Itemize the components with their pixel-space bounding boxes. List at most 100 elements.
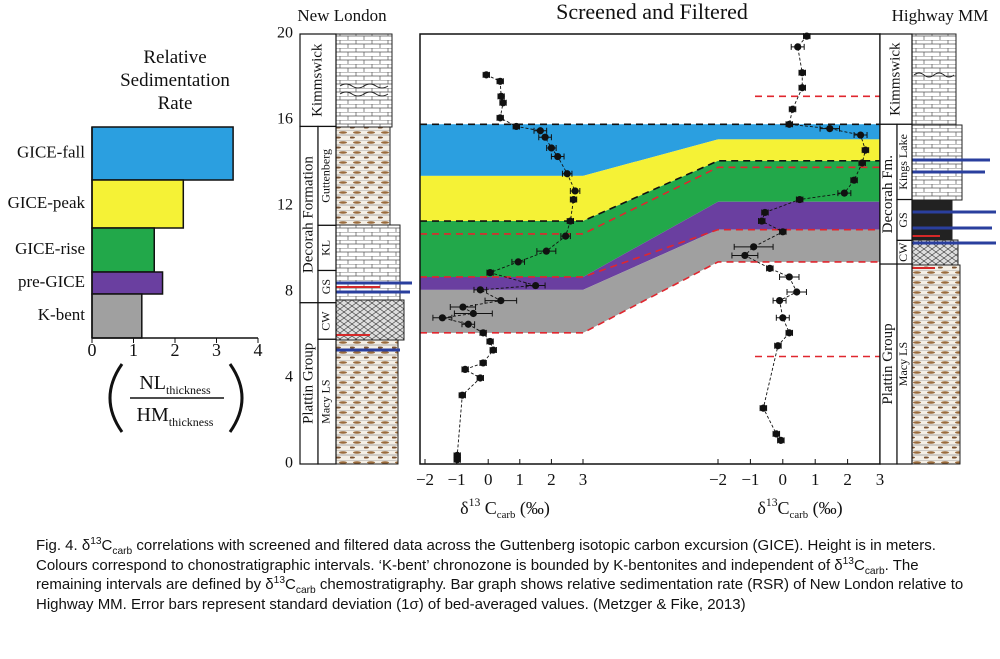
data-point xyxy=(785,329,793,337)
x-tick-label: 1 xyxy=(516,470,525,489)
figure: GICE-fall GICE-peak GICE-rise pre-GICE K-ben… xyxy=(8,0,996,521)
x-tick-label: 0 xyxy=(484,470,493,489)
caption-subscript: carb xyxy=(864,565,885,577)
y-tick-label: 4 xyxy=(285,369,293,386)
data-point xyxy=(856,131,865,139)
caption-text: C xyxy=(101,537,113,554)
member-box xyxy=(317,338,337,465)
unit-label: Decorah Fm. xyxy=(880,155,896,233)
data-point xyxy=(793,288,801,296)
data-line xyxy=(442,74,576,460)
data-point xyxy=(496,114,504,122)
text-run: C xyxy=(480,498,497,518)
data-point xyxy=(512,122,520,131)
data-point xyxy=(554,152,562,161)
caption-subscript: carb xyxy=(112,546,133,557)
caption-text: C xyxy=(285,576,296,593)
data-point xyxy=(542,247,550,255)
text-run: δ xyxy=(757,498,765,518)
caption-text: chemostratigraphy. Bar graph shows relat… xyxy=(36,576,964,613)
data-point xyxy=(563,170,571,178)
text-run: (‰) xyxy=(515,498,550,519)
caption-text: Fig. 4. δ xyxy=(36,537,91,554)
data-point xyxy=(796,195,804,204)
member-label: Kings Lake xyxy=(896,134,910,190)
x-tick-label: 1 xyxy=(129,340,138,360)
interval-band xyxy=(420,160,880,277)
data-point xyxy=(798,69,806,77)
lithology-new-london xyxy=(335,33,412,465)
bar xyxy=(91,126,234,181)
data-point xyxy=(464,320,472,328)
data-point xyxy=(479,359,487,367)
data-point xyxy=(826,125,834,133)
bar xyxy=(91,271,164,295)
x-tick-label: 3 xyxy=(579,470,588,489)
correlation-line xyxy=(420,261,880,334)
member-label: GS xyxy=(319,279,333,294)
data-point xyxy=(499,99,507,107)
data-point xyxy=(571,187,579,195)
x-tick-label: −2 xyxy=(709,470,727,489)
data-point xyxy=(458,391,466,399)
x-tick-label: 2 xyxy=(547,470,556,489)
data-point xyxy=(785,273,793,281)
y-tick-label: 16 xyxy=(277,111,293,128)
data-point xyxy=(497,92,505,100)
text-run: NL xyxy=(139,372,166,394)
x-tick-label: 1 xyxy=(811,470,820,489)
data-point xyxy=(750,243,758,251)
caption-superscript: 13 xyxy=(90,536,102,547)
member-box xyxy=(896,263,913,465)
bar-chart-title: Relative Sedimentation Rate xyxy=(120,47,230,114)
x-tick-label: −1 xyxy=(741,470,759,489)
subscript: carb xyxy=(790,509,809,521)
data-point xyxy=(438,314,446,322)
member-label: KL xyxy=(319,240,333,256)
x-tick-label: 0 xyxy=(88,340,97,360)
subscript: carb xyxy=(497,509,516,521)
subscript: thickness xyxy=(169,415,214,429)
x-tick-label: −1 xyxy=(448,470,466,489)
bar xyxy=(91,293,143,339)
member-label: Macy LS xyxy=(896,342,910,386)
data-point xyxy=(453,456,461,464)
data-point xyxy=(566,217,574,225)
data-point xyxy=(840,189,848,197)
bar xyxy=(91,179,185,229)
caption-superscript: 13 xyxy=(273,575,285,586)
section-title: Highway MM xyxy=(892,6,989,25)
unit-label: Kimmswick xyxy=(309,43,325,117)
data-point xyxy=(476,286,484,294)
data-point xyxy=(779,228,787,236)
data-point xyxy=(850,176,858,184)
category-label: GICE-fall xyxy=(17,142,85,161)
x-tick-label: 2 xyxy=(171,340,180,360)
x-tick-label: 3 xyxy=(876,470,885,489)
data-point xyxy=(779,314,787,322)
data-point xyxy=(547,144,556,152)
data-line xyxy=(744,35,866,441)
data-point xyxy=(774,342,782,350)
y-tick-label: 12 xyxy=(277,197,293,214)
x-axis-numerator: NLthickness xyxy=(139,372,211,397)
data-point xyxy=(741,251,749,260)
member-label: Macy LS xyxy=(319,379,333,423)
data-point xyxy=(794,43,802,51)
data-point xyxy=(479,329,487,337)
data-point xyxy=(486,269,494,277)
data-point xyxy=(858,159,866,167)
parenthesis xyxy=(108,363,124,433)
data-point xyxy=(489,346,497,354)
data-point xyxy=(775,297,784,305)
section-title: New London xyxy=(297,6,387,25)
parenthesis xyxy=(228,363,244,433)
data-point xyxy=(476,374,484,382)
correlation-line xyxy=(420,228,880,278)
y-tick-label: 0 xyxy=(285,455,293,472)
unit-label: Decorah Formation xyxy=(300,156,316,274)
bar xyxy=(91,227,155,273)
data-point xyxy=(536,127,544,135)
x-tick-label: 2 xyxy=(843,470,852,489)
data-point xyxy=(785,120,793,128)
